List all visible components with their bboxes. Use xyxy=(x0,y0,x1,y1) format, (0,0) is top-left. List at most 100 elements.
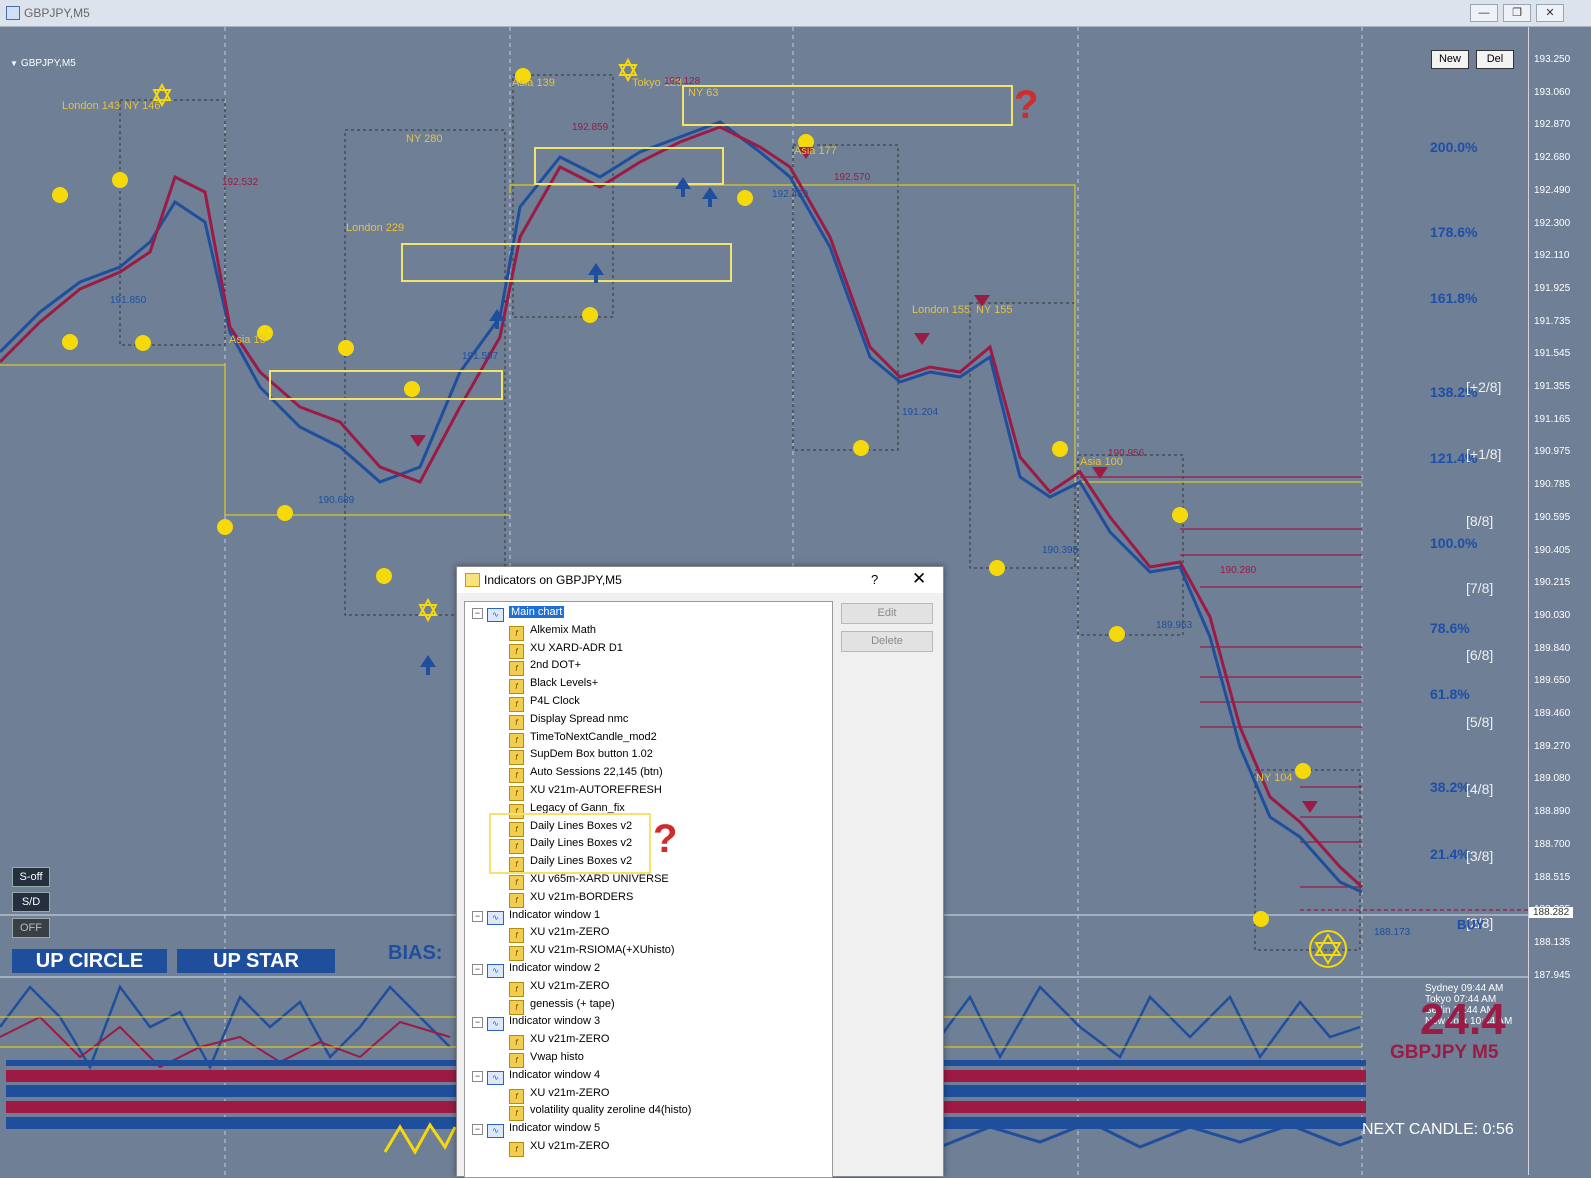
close-window-button[interactable]: ✕ xyxy=(1536,4,1564,22)
session-label: NY 63 xyxy=(688,87,719,99)
price-tag: 192.570 xyxy=(834,172,871,183)
indicator-item[interactable]: f Black Levels+ xyxy=(509,675,598,695)
minimize-button[interactable]: — xyxy=(1470,4,1498,22)
next-candle-timer: NEXT CANDLE: 0:56 xyxy=(1362,1121,1514,1138)
indicator-item[interactable]: f Alkemix Math xyxy=(509,622,596,641)
indicator-item[interactable]: f SupDem Box button 1.02 xyxy=(509,746,653,766)
price-scale[interactable]: 193.250 193.060 192.870 192.680 192.490 192.3… xyxy=(1528,27,1591,1175)
indicator-fx-icon: f xyxy=(509,643,524,659)
session-label: NY 146 xyxy=(124,100,161,112)
tree-group-label: Indicator window 3 xyxy=(509,1015,601,1028)
indicator-item[interactable]: f Daily Lines Boxes v2 xyxy=(509,853,632,873)
new-box-button[interactable]: New xyxy=(1431,50,1469,69)
help-icon[interactable]: ? xyxy=(871,572,879,587)
indicator-label: XU v21m-ZERO xyxy=(530,979,610,992)
collapse-toggle[interactable]: − xyxy=(472,1017,483,1029)
collapse-toggle[interactable]: − xyxy=(472,910,483,922)
price-scale-label: 189.080 xyxy=(1534,773,1571,785)
del-box-button[interactable]: Del xyxy=(1476,50,1514,69)
tree-group-4[interactable]: ∿ Indicator window 4 xyxy=(487,1067,600,1085)
indicator-item[interactable]: f Vwap histo xyxy=(509,1049,584,1068)
collapse-toggle[interactable]: − xyxy=(472,964,483,975)
indicator-fx-icon: f xyxy=(509,1142,524,1157)
up-arrows xyxy=(420,177,718,675)
highlight-box xyxy=(682,85,1013,126)
tree-group-label: Indicator window 1 xyxy=(509,908,601,921)
indicator-item[interactable]: f XU v65m-XARD UNIVERSE xyxy=(509,871,669,890)
indicator-fx-icon: f xyxy=(509,625,524,641)
indicator-item[interactable]: f Legacy of Gann_fix xyxy=(509,800,625,819)
indicator-label: 2nd DOT+ xyxy=(530,659,582,672)
edit-button[interactable]: Edit xyxy=(841,603,933,624)
price-tag: 192.469 xyxy=(772,189,809,200)
window-titlebar: GBPJPY,M5 — ❐ ✕ xyxy=(0,0,1591,27)
indicator-fx-icon: f xyxy=(509,786,524,801)
indicator-item[interactable]: f XU v21m-ZERO xyxy=(509,924,609,944)
price-scale-label: 187.945 xyxy=(1534,969,1571,981)
session-box xyxy=(119,99,226,346)
indicator-fx-icon: f xyxy=(509,768,524,784)
indicator-item[interactable]: f 2nd DOT+ xyxy=(509,657,582,677)
down-arrows xyxy=(410,147,1318,813)
indicator-item[interactable]: f XU v21m-AUTOREFRESH xyxy=(509,782,662,801)
indicator-item[interactable]: f Display Spread nmc xyxy=(509,711,628,730)
session-box xyxy=(969,302,1076,569)
indicator-label: genessis (+ tape) xyxy=(530,997,615,1010)
session-label: Asia 177 xyxy=(794,145,837,157)
dialog-close-icon[interactable]: ✕ xyxy=(912,569,927,588)
fib-level-label: 100.0% xyxy=(1430,535,1478,551)
indicator-item[interactable]: f XU v21m-ZERO xyxy=(509,978,610,997)
tree-group-2[interactable]: ∿ Indicator window 2 xyxy=(487,960,600,978)
murrey-level-label: [+2/8] xyxy=(1466,379,1502,395)
price-tag: 190.956 xyxy=(1108,448,1145,459)
s-off-button[interactable]: S-off xyxy=(12,867,50,887)
price-scale-label: 190.215 xyxy=(1534,577,1571,589)
highlight-box xyxy=(269,370,503,400)
tree-group-3[interactable]: ∿ Indicator window 3 xyxy=(487,1013,601,1032)
restore-button[interactable]: ❐ xyxy=(1503,4,1531,22)
indicator-item[interactable]: f XU v21m-ZERO xyxy=(509,1138,609,1157)
session-box xyxy=(792,144,899,451)
price-scale-label: 190.785 xyxy=(1534,479,1571,491)
indicator-fx-icon: f xyxy=(509,679,524,695)
s-d-button[interactable]: S/D xyxy=(12,892,50,912)
indicator-item[interactable]: f Daily Lines Boxes v2 xyxy=(509,818,632,837)
indicator-item[interactable]: f XU v21m-ZERO xyxy=(509,1031,609,1051)
price-scale-label: 188.515 xyxy=(1534,871,1571,883)
chart-window-icon: ∿ xyxy=(487,1124,504,1139)
fib-level-label: 21.4% xyxy=(1430,846,1470,862)
indicator-label: XU v21m-AUTOREFRESH xyxy=(530,784,662,796)
chart-app-icon xyxy=(6,6,20,20)
indicator-item[interactable]: f XU v21m-ZERO xyxy=(509,1085,609,1104)
collapse-toggle[interactable]: − xyxy=(472,608,483,619)
price-scale-label: 190.595 xyxy=(1534,511,1571,523)
indicator-item[interactable]: f Auto Sessions 22,145 (btn) xyxy=(509,764,663,784)
fib-level-label: 161.8% xyxy=(1430,290,1478,306)
collapse-toggle[interactable]: − xyxy=(472,1124,483,1136)
indicator-item[interactable]: f volatility quality zeroline d4(histo) xyxy=(509,1102,691,1122)
price-scale-label: 191.735 xyxy=(1534,315,1571,327)
indicator-item[interactable]: f XU XARD-ADR D1 xyxy=(509,640,623,659)
price-tag: 192.859 xyxy=(572,122,609,133)
up-star-button[interactable]: UP STAR xyxy=(177,949,335,973)
indicator-item[interactable]: f Daily Lines Boxes v2 xyxy=(509,835,632,855)
indicator-item[interactable]: f genessis (+ tape) xyxy=(509,996,615,1015)
bias-label: BIAS: xyxy=(388,942,443,964)
tree-group-0[interactable]: ∿ Main chart xyxy=(487,604,565,622)
indicator-item[interactable]: f TimeToNextCandle_mod2 xyxy=(509,729,657,748)
indicator-item[interactable]: f XU v21m-BORDERS xyxy=(509,889,633,908)
tree-group-5[interactable]: ∿ Indicator window 5 xyxy=(487,1120,600,1139)
tree-group-1[interactable]: ∿ Indicator window 1 xyxy=(487,907,601,925)
collapse-toggle[interactable]: − xyxy=(472,1070,483,1082)
session-label: Asia 139 xyxy=(512,77,555,89)
session-box xyxy=(1254,769,1361,951)
price-scale-label: 190.975 xyxy=(1534,446,1571,458)
delete-button[interactable]: Delete xyxy=(841,631,933,652)
up-circle-button[interactable]: UP CIRCLE xyxy=(12,949,167,973)
indicator-fx-icon: f xyxy=(509,857,524,873)
indicator-item[interactable]: f XU v21m-RSIOMA(+XUhisto) xyxy=(509,942,675,962)
murrey-level-label: [8/8] xyxy=(1466,513,1494,529)
off-button[interactable]: OFF xyxy=(12,918,50,938)
indicator-tree[interactable]: − ∿ Main chart f Alkemix Math f XU XARD-ADR D1… xyxy=(464,601,833,1178)
indicator-item[interactable]: f P4L Clock xyxy=(509,693,580,712)
